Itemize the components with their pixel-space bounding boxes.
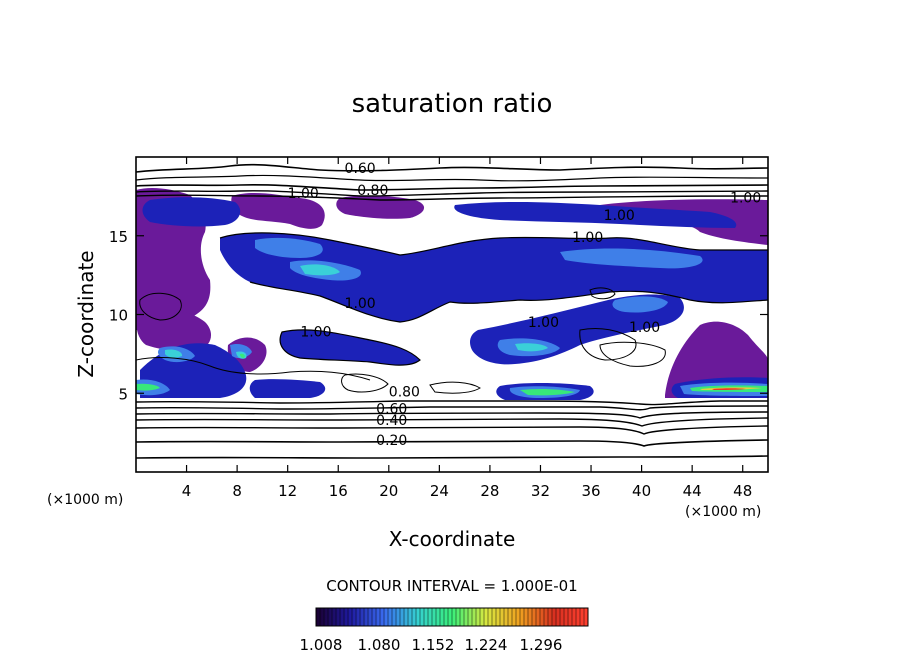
contour-cloud-outline-e: [579, 327, 637, 361]
x-unit-left: (×1000 m): [47, 492, 123, 508]
ice-band-top-left: [142, 197, 241, 227]
contour-line-low-2: [136, 405, 768, 411]
ice-band-lower-mid: [249, 379, 326, 398]
contour-cloud-outline-g: [341, 373, 389, 393]
colorbar-tick-4: 1.296: [520, 636, 563, 654]
contour-cloud-outline-b: [249, 281, 768, 323]
contour-line-top-3: [136, 184, 768, 191]
contour-label-13: 0.20: [376, 433, 407, 449]
contour-label-9: 1.00: [629, 320, 660, 336]
contour-cloud-outline-a: [219, 232, 768, 256]
x-tick-label-2: 12: [278, 482, 297, 500]
contour-label-5: 1.00: [572, 230, 603, 246]
contour-label-11: 0.60: [376, 402, 407, 418]
contour-line-low-5: [136, 425, 768, 435]
ice-band-top: [454, 201, 737, 228]
x-unit-right: (×1000 m): [685, 504, 761, 520]
contour-label-8: 1.00: [528, 315, 559, 331]
colorbar-swatch: [315, 607, 589, 627]
contour-label-layer: 0.600.801.001.001.001.001.001.001.00 1.00…: [288, 161, 762, 449]
x-tick-label-6: 28: [480, 482, 499, 500]
colorbar-tick-2: 1.152: [412, 636, 455, 654]
y-tick-label-1: 10: [109, 307, 128, 325]
core-l2-upper-c: [560, 248, 703, 269]
core-l2-right: [612, 296, 668, 313]
core-l2-upper-a: [255, 237, 323, 258]
contour-label-10: 0.80: [389, 384, 420, 400]
colorbar-tick-0: 1.008: [300, 636, 343, 654]
core-l4-lower-center: [520, 388, 575, 396]
contour-cloud-outline-d: [139, 292, 182, 321]
x-axis-label: X-coordinate: [389, 527, 516, 551]
y-axis-ticks: 5 10 15: [109, 228, 768, 403]
contour-line-top-5: [136, 194, 768, 201]
contour-label-7: 1.00: [300, 325, 331, 341]
contour-label-2: 1.00: [288, 186, 319, 202]
contour-line-top-1: [136, 163, 768, 173]
contour-label-3: 1.00: [604, 208, 635, 224]
colorbar-tick-1: 1.080: [358, 636, 401, 654]
x-tick-label-4: 20: [379, 482, 398, 500]
cloud-region-top-band-b: [336, 195, 425, 219]
contour-cloud-outline-i: [429, 381, 481, 394]
core-l3-lower-left: [165, 349, 183, 358]
x-tick-label-7: 32: [531, 482, 550, 500]
colorbar-tick-labels: 1.008 1.080 1.152 1.224 1.296: [300, 636, 563, 654]
contour-cloud-outline-j: [589, 287, 616, 300]
colorbar-stripes: [319, 608, 585, 626]
cloud-region-mid-left: [136, 309, 212, 351]
contour-cloud-outline-h: [136, 357, 371, 381]
x-tick-label-5: 24: [430, 482, 449, 500]
contour-label-4: 1.00: [730, 191, 761, 207]
core-l3-upper: [300, 264, 340, 276]
chart-title: saturation ratio: [352, 89, 553, 119]
x-tick-label-3: 16: [329, 482, 348, 500]
x-tick-label-1: 8: [232, 482, 242, 500]
contour-line-low-1: [136, 400, 768, 406]
contour-line-top-2: [136, 174, 768, 182]
core-l2-lowleft-b: [230, 343, 252, 359]
x-tick-label-11: 48: [733, 482, 752, 500]
colorbar: 1.008 1.080 1.152 1.224 1.296: [300, 607, 589, 654]
x-tick-label-8: 36: [581, 482, 600, 500]
core-l3-middle: [515, 343, 548, 352]
ice-band-middle: [280, 329, 420, 366]
contour-label-6: 1.00: [345, 296, 376, 312]
saturation-fill-layer: [136, 187, 768, 400]
contour-lines: [136, 163, 768, 459]
x-tick-label-9: 40: [632, 482, 651, 500]
x-tick-label-10: 44: [683, 482, 702, 500]
contour-label-1: 0.80: [357, 183, 388, 199]
cloud-region-top-band-a: [231, 192, 325, 229]
y-axis-label: Z-coordinate: [74, 250, 98, 377]
contour-cloud-outline-f: [599, 341, 666, 367]
core-l4-lower-left: [240, 353, 245, 358]
contour-interval-text: CONTOUR INTERVAL = 1.000E-01: [326, 577, 577, 595]
core-l6-lower-right: [712, 388, 746, 390]
y-tick-label-0: 5: [118, 385, 128, 403]
y-tick-label-2: 15: [109, 228, 128, 246]
x-axis-ticks: 4 8 12 16 20 24 28 32 36 40 44 48: [182, 157, 752, 500]
core-l4-far-left: [136, 383, 160, 391]
contour-cloud-outline-c: [279, 329, 421, 366]
contour-line-low-7: [136, 455, 768, 459]
contour-label-0: 0.60: [345, 161, 376, 177]
contour-line-low-3: [136, 411, 768, 419]
contour-line-low-6: [136, 439, 768, 447]
contour-label-12: 0.40: [376, 413, 407, 429]
contour-line-low-4: [136, 417, 768, 427]
colorbar-tick-3: 1.224: [465, 636, 508, 654]
contour-line-top-4: [136, 190, 768, 197]
plot-area: [136, 163, 768, 459]
x-tick-label-0: 4: [182, 482, 192, 500]
